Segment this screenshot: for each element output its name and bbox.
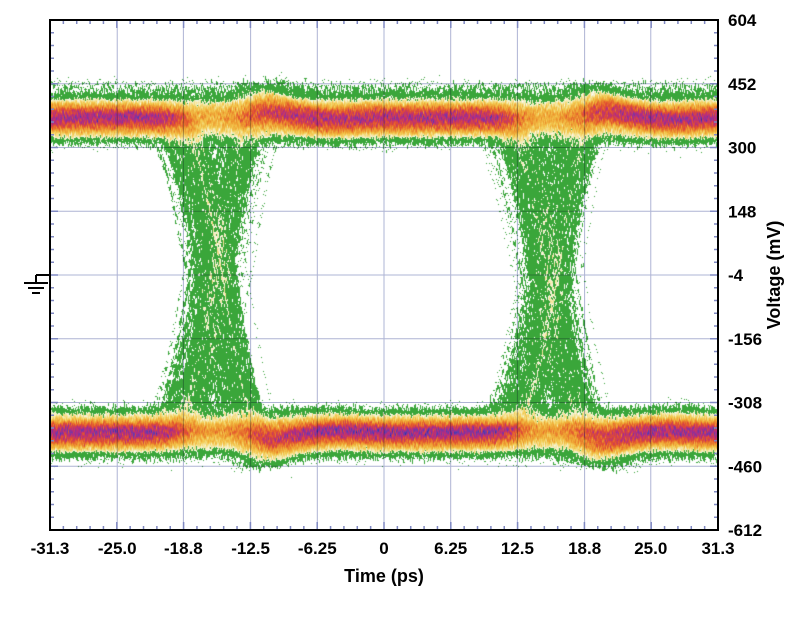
ground-icon [24, 275, 50, 293]
x-tick-label: -31.3 [31, 539, 70, 558]
eye-diagram-chart: -31.3 -25.0 -18.8 -12.5 -6.25 0 6.25 12.5 18.8 25… [0, 0, 800, 613]
x-tick-label: 0 [379, 539, 388, 558]
y-tick-label: -308 [728, 394, 762, 413]
y-tick-label: -4 [728, 266, 744, 285]
y-tick-label: 300 [728, 139, 756, 158]
x-tick-label: 12.5 [501, 539, 534, 558]
x-tick-label: 6.25 [434, 539, 467, 558]
eye-diagram-svg: -31.3 -25.0 -18.8 -12.5 -6.25 0 6.25 12.5 18.8 25… [0, 0, 800, 613]
x-tick-label: 25.0 [634, 539, 667, 558]
y-tick-label: -460 [728, 457, 762, 476]
x-tick-label: 31.3 [701, 539, 734, 558]
y-tick-label: 148 [728, 202, 756, 221]
y-tick-label: 604 [728, 11, 757, 30]
x-axis-label: Time (ps) [344, 566, 424, 586]
y-tick-label: -612 [728, 521, 762, 540]
y-axis-label: Voltage (mV) [764, 221, 784, 330]
x-tick-label: -12.5 [231, 539, 270, 558]
x-tick-label: -25.0 [98, 539, 137, 558]
y-tick-label: 452 [728, 75, 756, 94]
y-tick-label: -156 [728, 330, 762, 349]
x-tick-label: 18.8 [568, 539, 601, 558]
x-tick-label: -6.25 [298, 539, 337, 558]
eye-heatmap [50, 20, 718, 530]
x-tick-label: -18.8 [164, 539, 203, 558]
